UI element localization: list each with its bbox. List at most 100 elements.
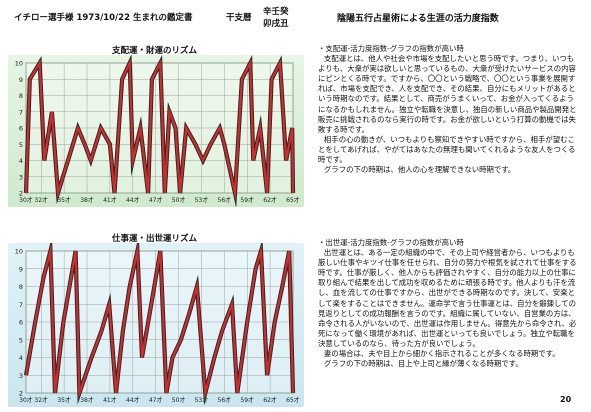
chart2-data-point bbox=[100, 330, 103, 332]
chart1-ytick-label: 2 bbox=[19, 190, 23, 198]
chart2-xtick-label: 50才 bbox=[172, 396, 186, 404]
text2-paragraph-2: 妻の場合は、夫や目上から細かく指示されることが多くなる時期です。 bbox=[323, 349, 560, 359]
chart1-data-point bbox=[271, 78, 273, 80]
chart1-data-point bbox=[174, 127, 177, 129]
chart1-ytick-label: 6 bbox=[19, 125, 23, 133]
chart1-data-point bbox=[279, 62, 281, 64]
chart2-xtick-label: 41才 bbox=[103, 396, 117, 404]
chart1-data-point bbox=[259, 127, 261, 129]
chart1-xtick-label: 62才 bbox=[263, 196, 277, 204]
text2-paragraph-1: 出世運とは、ある一定の組織の中で、その上司や経営者から、いつもよりも厳しい仕事や… bbox=[318, 248, 577, 348]
chart2-data-point bbox=[54, 392, 56, 394]
chart2-data-point bbox=[68, 285, 71, 288]
chart2-xtick-label: 32才 bbox=[34, 396, 48, 404]
chart2-xtick-label: 38才 bbox=[80, 396, 94, 404]
chart2-title: 仕事運・出世運リズム bbox=[112, 234, 198, 244]
chart2-data-point bbox=[141, 356, 143, 359]
chart2-ytick-label: 10 bbox=[15, 248, 23, 256]
chart2-xtick-label: 47才 bbox=[149, 396, 163, 404]
chart1-data-point bbox=[67, 159, 69, 162]
chart2-ytick-label: 9 bbox=[19, 265, 23, 273]
chart2-data-point bbox=[34, 321, 36, 323]
chart1-data-point bbox=[252, 159, 254, 162]
chart2-data-point bbox=[78, 392, 80, 394]
chart2-data-point bbox=[115, 392, 117, 394]
chart1-xtick-label: 56才 bbox=[218, 196, 232, 204]
chart1-data-point bbox=[164, 192, 166, 194]
chart1-xtick-label: 65才 bbox=[286, 196, 300, 204]
chart1-data-point bbox=[159, 62, 161, 64]
document-heading: 陰陽五行占星術による生涯の活力度指数 bbox=[337, 14, 499, 24]
chart2-ytick-label: 7 bbox=[19, 301, 23, 309]
chart2-ytick-label: 3 bbox=[19, 372, 23, 380]
chart2-data-point bbox=[221, 330, 223, 332]
chart1-data-point bbox=[292, 192, 294, 194]
text1-paragraph-1: 支配運とは、他人や社会や市場を支配したいと思う時です。つまり、いつもよりも、大衆… bbox=[318, 54, 577, 134]
chart2-data-point bbox=[213, 356, 216, 359]
chart2-data-point bbox=[171, 356, 174, 359]
chart2-xtick-label: 53才 bbox=[195, 396, 209, 404]
chart1-data-point bbox=[57, 192, 59, 194]
chart2-xtick-label: 30才 bbox=[19, 396, 33, 404]
text-block-dominance: ・支配運-活力度指数-グラフの指数が高い時 支配運とは、他人や社会や市場を支配し… bbox=[318, 44, 580, 175]
chart2-xtick-label: 65才 bbox=[286, 396, 300, 404]
chart1-title: 支配運・財運のリズム bbox=[112, 46, 198, 56]
chart1-svg: 2 3 4 5 6 7 8 9 10 30才 32才 35才 38才 41才 44才 47才 50才 53才 56才… bbox=[15, 55, 300, 207]
chart2-data-point bbox=[266, 374, 268, 376]
chart2-data-point bbox=[129, 285, 131, 288]
chart1-xtick-label: 53才 bbox=[195, 196, 209, 204]
chart1-data-point bbox=[109, 143, 111, 145]
chart1-data-point bbox=[168, 111, 171, 113]
chart1-data-point bbox=[132, 159, 134, 162]
chart1-xtick-label: 30才 bbox=[19, 196, 33, 204]
chart2-data-point bbox=[159, 250, 161, 252]
chart2-xtick-label: 35才 bbox=[57, 396, 71, 404]
chart1-xtick-label: 59才 bbox=[240, 196, 254, 204]
chart2-data-point bbox=[49, 250, 52, 252]
text1-paragraph-2: 相手の心の動きが、いつもよりも察知できやすい時ですから、相手が望むことをしてあげ… bbox=[318, 134, 576, 165]
chart2-data-point bbox=[91, 356, 93, 359]
chart1-xtick-label: 32才 bbox=[34, 196, 48, 204]
chart1-data-point bbox=[77, 127, 79, 129]
chart2-data-point bbox=[292, 392, 294, 394]
text1-paragraph-3: グラフの下の時期は、他人の心を理解できない時期です。 bbox=[323, 165, 516, 175]
chart1-data-point bbox=[223, 143, 225, 145]
chart1-data-point bbox=[179, 192, 181, 194]
kanshi-value-stems: 辛壬癸 bbox=[263, 7, 289, 17]
text2-heading: ・出世運-活力度指数-グラフの指数が高い時 bbox=[318, 238, 464, 247]
chart2-data-point bbox=[196, 285, 198, 288]
chart2-data-point bbox=[122, 330, 124, 332]
chart2-data-point bbox=[231, 303, 233, 305]
chart1-data-point bbox=[139, 127, 142, 129]
chart1-ytick-label: 8 bbox=[19, 92, 23, 100]
chart1-data-point bbox=[291, 127, 293, 129]
chart1-data-point bbox=[219, 127, 221, 129]
chart2-data-point bbox=[62, 321, 64, 323]
chart1-data-point bbox=[234, 192, 236, 194]
chart1-xtick-label: 47才 bbox=[149, 196, 163, 204]
chart2-data-point bbox=[74, 250, 77, 252]
chart1-xtick-label: 41才 bbox=[103, 196, 117, 204]
chart1-data-point bbox=[121, 78, 123, 80]
chart1-xtick-label: 35才 bbox=[57, 196, 71, 204]
chart2-data-point bbox=[42, 277, 45, 279]
chart1-xtick-label: 44才 bbox=[126, 196, 140, 204]
chart1-data-point bbox=[249, 62, 251, 64]
text2-paragraph-3: グラフの下の時期は、目上や上司と縁が薄くなる時期です。 bbox=[323, 359, 523, 369]
chart1-data-point bbox=[90, 159, 92, 162]
chart2-xtick-label: 56才 bbox=[218, 396, 232, 404]
chart2-panel: 2 3 4 5 6 7 8 9 10 30才 32才 35才 38才 41才 44才 47才 50才 53才 56才… bbox=[8, 243, 304, 407]
chart1-data-point bbox=[51, 111, 53, 113]
chart2-ytick-label: 5 bbox=[19, 336, 23, 344]
page-number: 20 bbox=[560, 395, 572, 404]
chart2-data-point bbox=[274, 321, 276, 323]
kanshi-label: 干支暦 bbox=[226, 13, 252, 23]
chart1-data-point bbox=[151, 78, 153, 80]
document-title: イチロー選手様 1973/10/22 生まれの鑑定書 bbox=[14, 13, 193, 23]
kanshi-value-branches: 卯戌丑 bbox=[263, 19, 289, 29]
chart1-data-point bbox=[210, 143, 212, 145]
chart2-svg: 2 3 4 5 6 7 8 9 10 30才 32才 35才 38才 41才 44才 47才 50才 53才 56才… bbox=[15, 243, 300, 406]
chart2-ytick-label: 2 bbox=[19, 390, 23, 398]
chart2-ytick-label: 6 bbox=[19, 319, 23, 327]
chart2-data-point bbox=[260, 250, 262, 252]
